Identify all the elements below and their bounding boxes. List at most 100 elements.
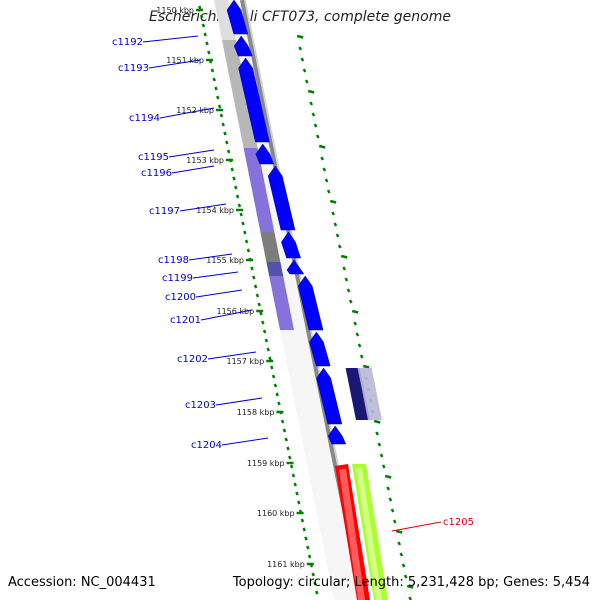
tick-mark [234, 185, 238, 190]
gene-label-c1194[interactable]: c1194 [129, 113, 160, 124]
tick-mark [199, 14, 204, 19]
feature-shade [260, 232, 281, 262]
gene-label-leader [195, 289, 243, 298]
gene-label-leader [148, 59, 201, 69]
tick-mark [216, 95, 220, 100]
gene-label-c1197[interactable]: c1197 [149, 206, 180, 217]
tick-mark [390, 508, 395, 513]
gene-label-c1198[interactable]: c1198 [158, 255, 189, 266]
tick-mark [304, 536, 308, 541]
tick-mark [331, 211, 336, 216]
gene-label-c1193[interactable]: c1193 [118, 63, 149, 74]
tick-mark [261, 320, 265, 325]
tick-mark [275, 392, 279, 397]
feature-shade [222, 40, 258, 148]
tick-mark [362, 364, 370, 369]
kbp-tick-label: 1160 kbp [257, 509, 295, 518]
tick-mark [273, 383, 278, 388]
gene-label-c1200[interactable]: c1200 [165, 292, 196, 303]
feature-shade [266, 262, 284, 276]
tick-mark [270, 365, 274, 370]
tick-mark [232, 176, 236, 181]
gene-label-c1199[interactable]: c1199 [162, 273, 193, 284]
gene-label-leader [188, 253, 233, 261]
tick-mark [259, 311, 263, 316]
tick-mark [346, 288, 351, 293]
tick-mark [282, 428, 287, 433]
forward-gene-arrow[interactable] [267, 165, 296, 231]
tick-mark [286, 446, 290, 451]
forward-gene-arrow[interactable] [286, 259, 305, 275]
tick-mark [226, 149, 231, 154]
tick-mark [357, 343, 362, 348]
tick-mark [401, 563, 406, 568]
tick-mark [221, 122, 225, 127]
tick-mark [333, 222, 338, 227]
kbp-tick-label: 1151 kbp [166, 56, 204, 65]
gene-label-leader [142, 35, 199, 43]
forward-gene-arrow[interactable] [226, 0, 249, 35]
tick-mark [315, 134, 320, 139]
tick-mark [230, 167, 234, 172]
gene-label-c1204[interactable]: c1204 [191, 440, 222, 451]
tick-mark [302, 68, 307, 73]
tick-mark [342, 266, 347, 271]
gene-label-c1205[interactable]: c1205 [443, 517, 474, 528]
tick-mark [284, 437, 288, 442]
tick-mark [322, 167, 327, 172]
tick-mark [246, 248, 251, 253]
reverse-gene-highlight [339, 468, 365, 600]
forward-gene-arrow[interactable] [255, 143, 275, 165]
forward-gene-arrow[interactable] [309, 331, 331, 367]
gene-label-leader [171, 165, 215, 174]
tick-mark [271, 374, 276, 379]
forward-gene-arrow[interactable] [238, 57, 270, 143]
forward-gene-arrow[interactable] [316, 367, 343, 425]
gene-label-c1201[interactable]: c1201 [170, 315, 201, 326]
gene-label-c1195[interactable]: c1195 [138, 152, 169, 163]
tick-mark [392, 519, 397, 524]
forward-gene-arrow[interactable] [297, 275, 324, 331]
tick-mark [268, 356, 272, 361]
tick-mark [289, 464, 294, 469]
forward-gene-arrow[interactable] [281, 231, 301, 259]
feature-shade [214, 0, 236, 40]
tick-mark [309, 101, 314, 106]
kbp-tick-label: 1161 kbp [267, 560, 305, 569]
feature-shade [269, 276, 294, 330]
kbp-tick-label: 1158 kbp [237, 408, 275, 417]
tick-mark [307, 554, 312, 559]
tick-mark [379, 453, 384, 458]
gene-label-c1192[interactable]: c1192 [112, 37, 143, 48]
tick-mark [373, 419, 381, 424]
gene-label-c1202[interactable]: c1202 [177, 354, 208, 365]
tick-mark [262, 329, 267, 334]
kbp-tick-label: 1156 kbp [216, 307, 254, 316]
gene-label-leader [391, 521, 442, 532]
forward-gene-arrow[interactable] [233, 35, 253, 57]
kbp-tick-label: 1152 kbp [176, 106, 214, 115]
tick-mark [288, 455, 292, 460]
tick-mark [377, 442, 382, 447]
gene-label-leader [200, 309, 253, 321]
gene-label-c1196[interactable]: c1196 [141, 168, 172, 179]
tick-mark [198, 5, 202, 10]
tick-mark [300, 518, 305, 523]
tick-mark [403, 574, 408, 579]
tick-mark [257, 302, 261, 307]
tick-mark [384, 474, 392, 479]
forward-gene-arrow[interactable] [327, 425, 347, 445]
genome-summary: Topology: circular; Length: 5,231,428 bp… [232, 575, 590, 590]
tick-mark [250, 266, 254, 271]
tick-mark [340, 254, 348, 259]
tick-mark [239, 212, 243, 217]
tick-mark [203, 32, 207, 37]
gene-label-c1203[interactable]: c1203 [185, 400, 216, 411]
tick-mark [315, 590, 319, 595]
tick-mark [253, 284, 258, 289]
tick-mark [295, 491, 299, 496]
tick-mark [212, 77, 216, 82]
gene-label-leader [168, 149, 215, 158]
tick-mark [311, 572, 315, 577]
